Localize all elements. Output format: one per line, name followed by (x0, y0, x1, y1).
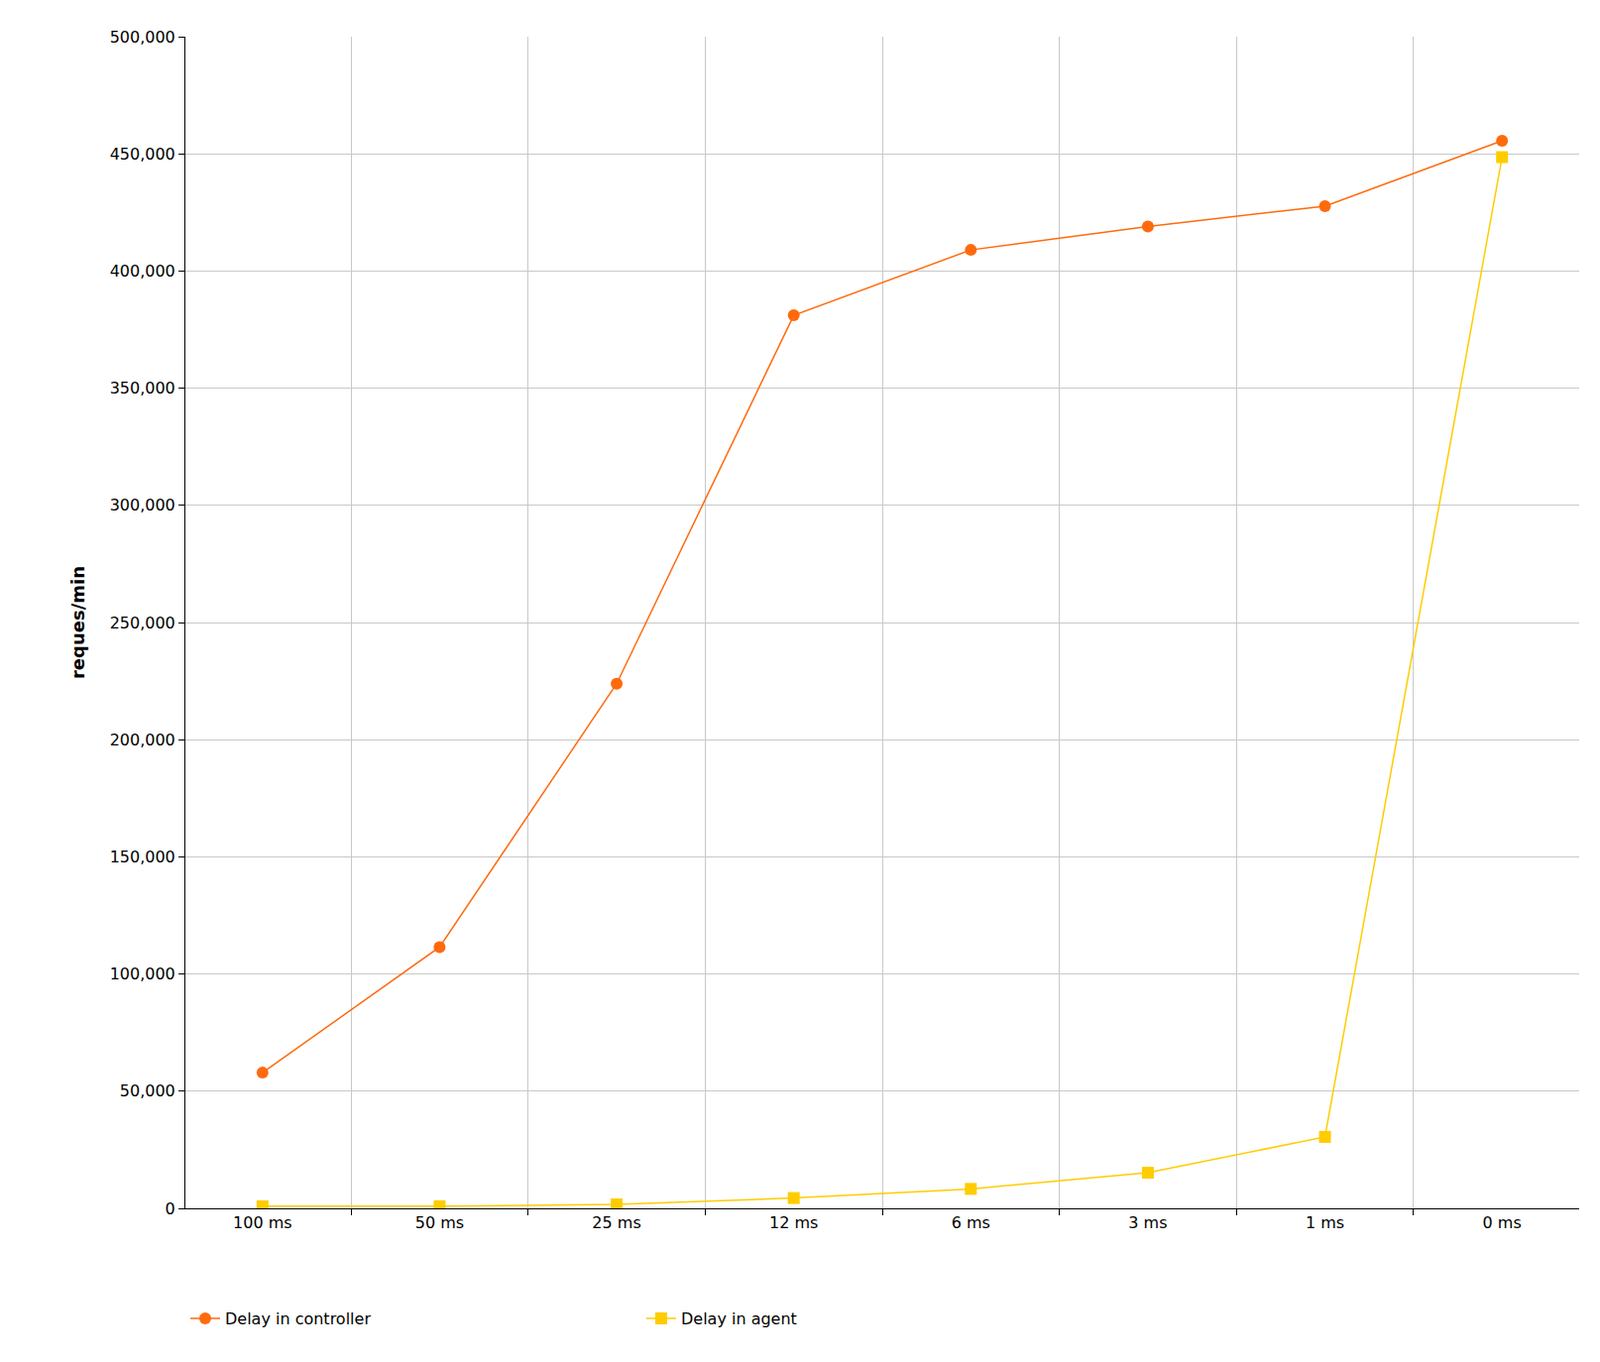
svg-text:reques/min: reques/min (67, 566, 89, 680)
svg-text:6 ms: 6 ms (951, 1213, 991, 1233)
svg-text:100 ms: 100 ms (232, 1213, 293, 1233)
svg-text:Delay in agent: Delay in agent (681, 1309, 798, 1329)
svg-text:100,000: 100,000 (110, 964, 176, 984)
svg-text:0: 0 (165, 1199, 176, 1219)
svg-text:25 ms: 25 ms (591, 1213, 641, 1233)
svg-text:200,000: 200,000 (110, 730, 176, 750)
svg-text:250,000: 250,000 (110, 613, 176, 633)
svg-text:50,000: 50,000 (119, 1081, 176, 1101)
svg-text:450,000: 450,000 (110, 144, 176, 164)
svg-text:0 ms: 0 ms (1483, 1213, 1522, 1233)
svg-text:50 ms: 50 ms (415, 1213, 464, 1233)
svg-text:3 ms: 3 ms (1128, 1213, 1167, 1233)
svg-text:1 ms: 1 ms (1305, 1213, 1345, 1233)
svg-text:400,000: 400,000 (110, 261, 176, 281)
svg-text:300,000: 300,000 (110, 495, 176, 515)
svg-text:12 ms: 12 ms (769, 1213, 818, 1233)
svg-text:500,000: 500,000 (110, 27, 176, 47)
svg-text:350,000: 350,000 (110, 378, 176, 398)
svg-text:150,000: 150,000 (110, 847, 176, 867)
svg-text:Delay in controller: Delay in controller (225, 1309, 371, 1329)
